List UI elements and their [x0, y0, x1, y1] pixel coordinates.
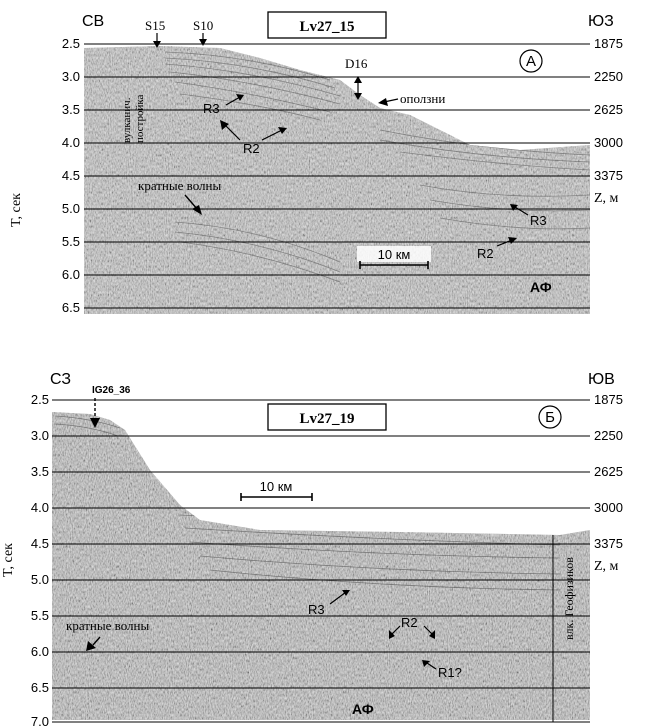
t-tick: 6.5 [62, 300, 80, 315]
t-axis-b: 2.5 3.0 3.5 4.0 4.5 5.0 5.5 6.0 6.5 7.0 [31, 392, 49, 726]
t-axis-label-a: T, сек [9, 193, 24, 227]
profile-title-b: Lv27_19 [299, 411, 354, 427]
scale-bar-a: 10 км [357, 246, 431, 269]
direction-right-a: ЮЗ [588, 13, 614, 30]
time-gridlines-b [52, 399, 590, 723]
scale-label-b: 10 км [260, 479, 293, 494]
label-s15: S15 [145, 18, 165, 33]
z-axis-label-a: Z, м [594, 191, 619, 206]
t-tick: 5.0 [62, 201, 80, 216]
t-tick: 5.5 [62, 234, 80, 249]
t-tick: 6.0 [62, 267, 80, 282]
profile-title-a: Lv27_15 [299, 19, 354, 35]
z-tick: 2625 [594, 102, 623, 117]
seismic-section-b [52, 412, 590, 720]
label-r2-left: R2 [243, 141, 260, 156]
t-tick: 3.5 [31, 464, 49, 479]
z-axis-a: 1875 2250 2625 3000 3375 [594, 36, 623, 183]
t-tick: 3.0 [62, 69, 80, 84]
label-volcanic-2: постройка [134, 94, 146, 143]
annotations-a: S15 S10 D16 вулканич. постройка оползни … [121, 18, 552, 295]
label-station: IG26_36 [92, 385, 131, 396]
label-r1-b: R1? [438, 665, 462, 680]
direction-left-b: СЗ [50, 371, 71, 388]
z-tick: 1875 [594, 36, 623, 51]
label-landslides: оползни [400, 91, 445, 106]
t-tick: 4.5 [62, 168, 80, 183]
t-tick: 4.5 [31, 536, 49, 551]
t-tick: 7.0 [31, 714, 49, 726]
t-tick: 5.0 [31, 572, 49, 587]
t-axis-a: 2.5 3.0 3.5 4.0 4.5 5.0 5.5 6.0 6.5 [62, 36, 80, 315]
label-r3-left: R3 [203, 101, 220, 116]
t-tick: 4.0 [62, 135, 80, 150]
z-tick: 3375 [594, 168, 623, 183]
direction-left-a: СВ [82, 13, 104, 30]
label-s10: S10 [193, 18, 213, 33]
z-axis-label-b: Z, м [594, 559, 619, 574]
scale-bar-b: 10 км [236, 476, 316, 506]
label-r3-right: R3 [530, 213, 547, 228]
z-tick: 2250 [594, 69, 623, 84]
direction-right-b: ЮВ [588, 371, 615, 388]
t-axis-label-b: T, сек [1, 543, 16, 577]
scale-label-a: 10 км [378, 247, 411, 262]
t-tick: 2.5 [62, 36, 80, 51]
panel-a: 2.5 3.0 3.5 4.0 4.5 5.0 5.5 6.0 6.5 T, с… [9, 11, 623, 315]
label-volcano: влк. Геофизиков [562, 557, 576, 640]
label-multiples-b: кратные волны [66, 618, 149, 633]
t-tick: 6.5 [31, 680, 49, 695]
z-tick: 2250 [594, 428, 623, 443]
t-tick: 3.5 [62, 102, 80, 117]
profile-title-box-a [267, 11, 387, 39]
label-r2-right: R2 [477, 246, 494, 261]
z-tick: 2625 [594, 464, 623, 479]
label-r2-b: R2 [401, 615, 418, 630]
t-tick: 3.0 [31, 428, 49, 443]
panel-letter-b: Б [545, 409, 555, 426]
panel-b: 2.5 3.0 3.5 4.0 4.5 5.0 5.5 6.0 6.5 7.0 … [1, 371, 623, 726]
label-volcanic-1: вулканич. [121, 97, 133, 143]
z-tick: 3000 [594, 135, 623, 150]
z-axis-b: 1875 2250 2625 3000 3375 [594, 392, 623, 551]
z-tick: 3000 [594, 500, 623, 515]
profile-title-box-b [267, 403, 387, 431]
t-tick: 4.0 [31, 500, 49, 515]
label-r3-b: R3 [308, 602, 325, 617]
time-gridlines-a [84, 43, 590, 309]
label-af-b: АФ [352, 701, 374, 717]
t-tick: 5.5 [31, 608, 49, 623]
label-d16: D16 [345, 56, 368, 71]
panel-letter-a: А [526, 53, 536, 70]
z-tick: 3375 [594, 536, 623, 551]
z-tick: 1875 [594, 392, 623, 407]
label-af-a: АФ [530, 279, 552, 295]
annotations-b: IG26_36 R3 R2 R1? кратные волны влк. Гео… [66, 385, 576, 717]
panel-letter-circle-a [519, 49, 543, 73]
label-multiples-a: кратные волны [138, 178, 221, 193]
t-tick: 2.5 [31, 392, 49, 407]
t-tick: 6.0 [31, 644, 49, 659]
panel-letter-circle-b [538, 405, 562, 429]
